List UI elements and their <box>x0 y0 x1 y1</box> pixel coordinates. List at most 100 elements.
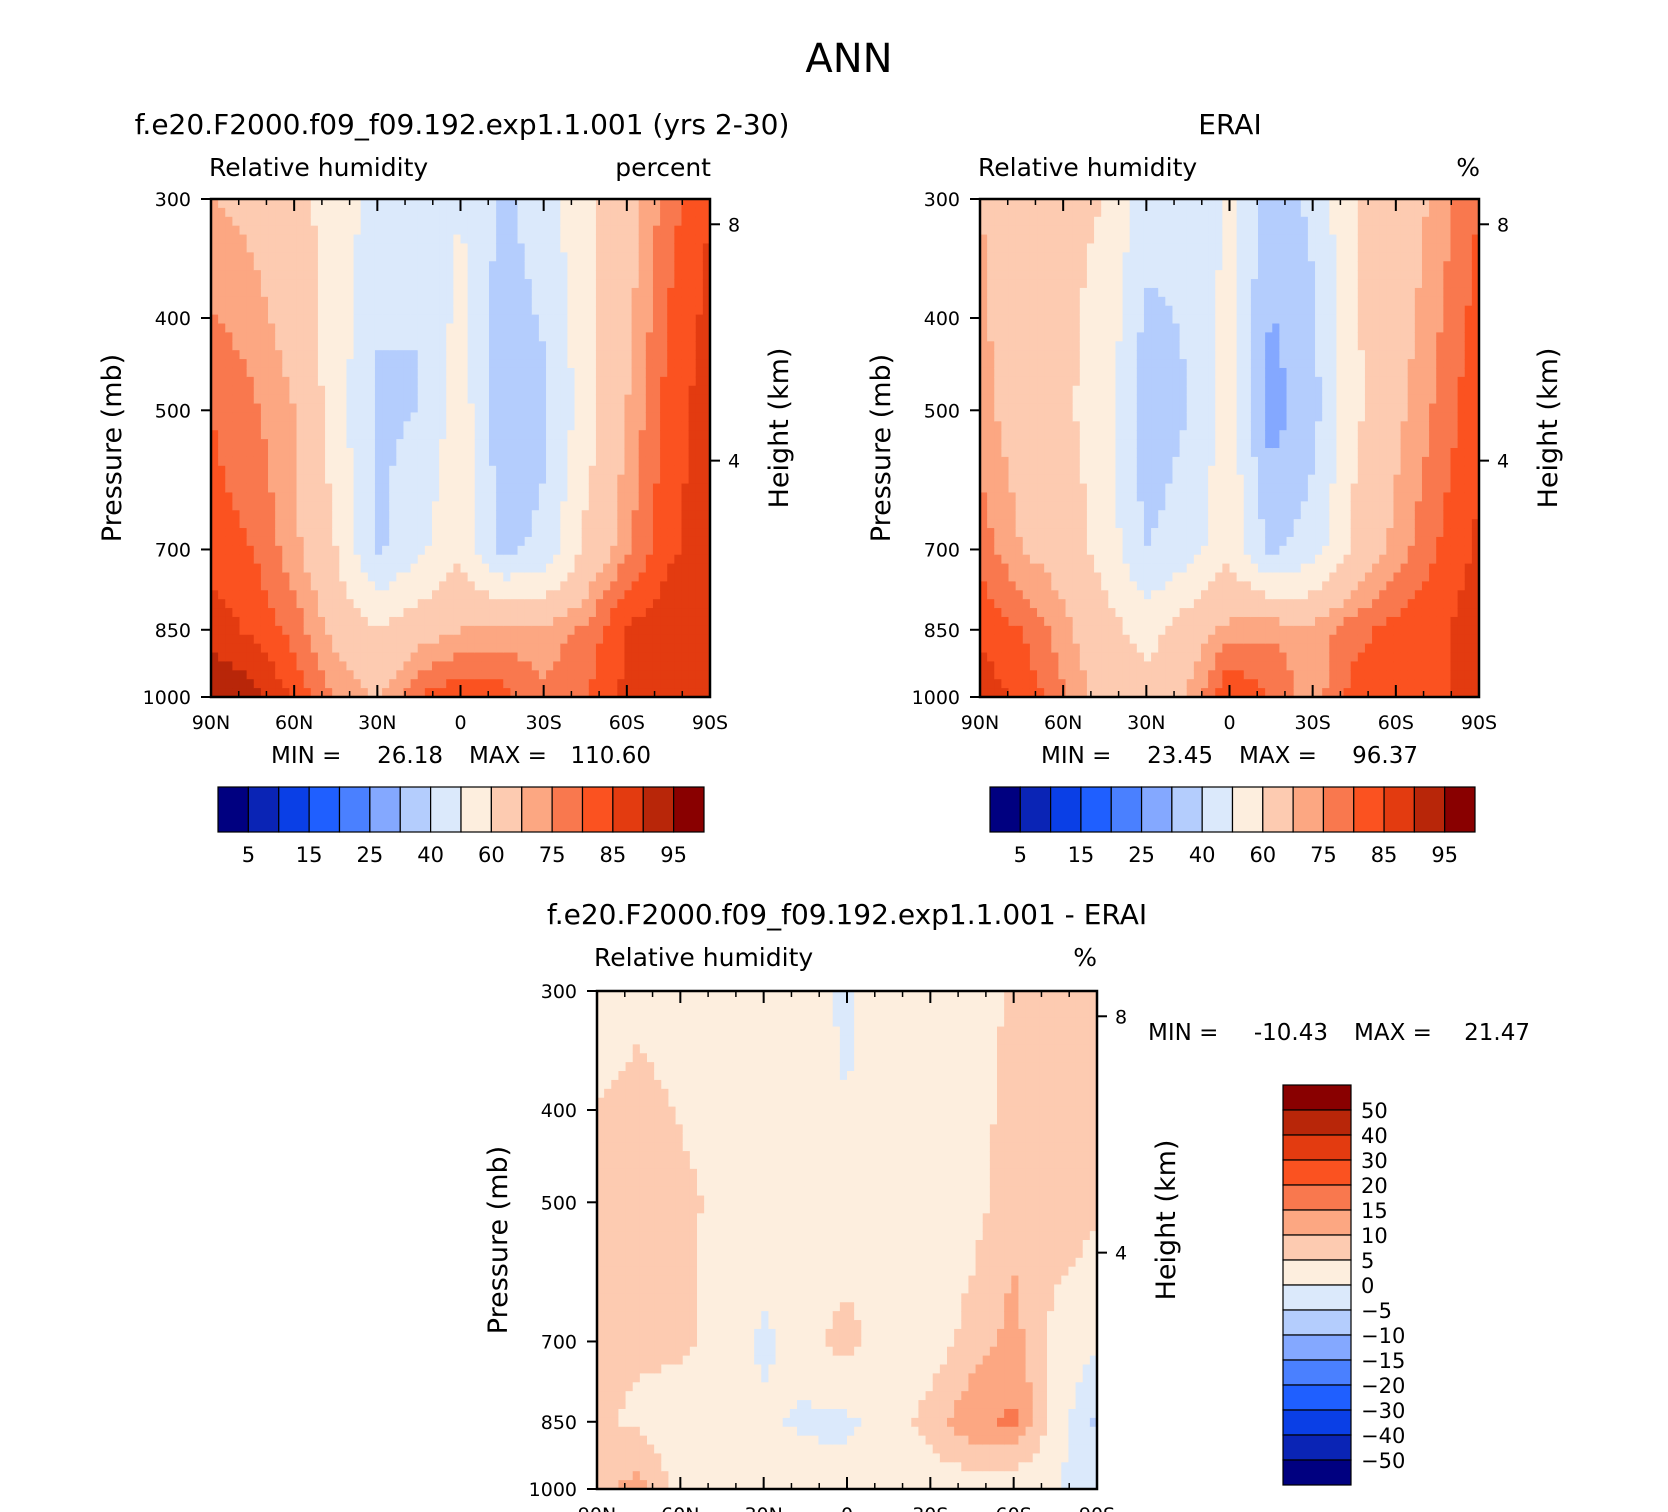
heatmap-cell <box>211 625 219 636</box>
heatmap-cell <box>1044 341 1052 351</box>
heatmap-cell <box>467 448 476 458</box>
heatmap-cell <box>360 332 369 342</box>
heatmap-cell <box>417 510 426 520</box>
heatmap-cell <box>1058 670 1067 680</box>
heatmap-cell <box>645 474 654 485</box>
heatmap-cell <box>460 243 469 253</box>
heatmap-cell <box>260 554 269 565</box>
heatmap-cell <box>1001 207 1010 218</box>
heatmap-cell <box>1058 421 1067 431</box>
heatmap-cell <box>310 501 319 511</box>
heatmap-cell <box>253 439 262 449</box>
heatmap-cell <box>560 536 569 547</box>
heatmap-cell <box>987 608 995 618</box>
heatmap-cell <box>1001 439 1010 449</box>
heatmap-cell <box>553 341 561 351</box>
heatmap-cell <box>1044 261 1052 271</box>
heatmap-cell <box>310 394 319 405</box>
heatmap-cell <box>645 296 654 307</box>
heatmap-cell <box>211 376 219 387</box>
heatmap-cell <box>1051 501 1060 511</box>
heatmap-cell <box>303 403 312 414</box>
heatmap-cell <box>531 296 540 307</box>
heatmap-cell <box>645 483 654 494</box>
heatmap-cell <box>1008 252 1017 262</box>
heatmap-cell <box>524 625 533 636</box>
heatmap-cell <box>567 350 576 360</box>
heatmap-cell <box>496 599 504 609</box>
heatmap-cell <box>360 456 369 467</box>
heatmap-cell <box>1072 643 1081 654</box>
heatmap-cell <box>610 439 618 449</box>
heatmap-cell <box>538 279 547 289</box>
heatmap-cell <box>310 465 319 476</box>
heatmap-cell <box>538 474 547 485</box>
heatmap-cell <box>617 376 626 387</box>
heatmap-cell <box>396 625 405 636</box>
heatmap-cell <box>417 403 426 414</box>
heatmap-cell <box>260 634 269 645</box>
heatmap-cell <box>695 199 704 209</box>
heatmap-cell <box>652 430 661 440</box>
heatmap-cell <box>1065 367 1074 378</box>
heatmap-cell <box>439 563 447 574</box>
heatmap-cell <box>253 625 262 636</box>
heatmap-cell <box>289 216 298 227</box>
heatmap-cell <box>417 225 426 236</box>
heatmap-cell <box>702 572 711 582</box>
heatmap-cell <box>225 608 233 618</box>
heatmap-cell <box>1079 590 1088 600</box>
heatmap-cell <box>396 670 405 680</box>
heatmap-cell <box>481 350 490 360</box>
heatmap-cell <box>595 385 604 396</box>
heatmap-cell <box>688 252 697 262</box>
heatmap-cell <box>410 359 419 369</box>
heatmap-cell <box>253 528 262 538</box>
heatmap-cell <box>1008 599 1017 609</box>
heatmap-cell <box>546 643 554 654</box>
heatmap-cell <box>253 492 262 502</box>
heatmap-cell <box>481 287 490 298</box>
heatmap-cell <box>410 234 419 245</box>
heatmap-cell <box>260 314 269 325</box>
heatmap-cell <box>667 679 675 689</box>
heatmap-cell <box>1037 287 1045 298</box>
heatmap-cell <box>1072 608 1081 618</box>
heatmap-cell <box>417 625 426 636</box>
heatmap-cell <box>1072 492 1081 502</box>
heatmap-cell <box>289 670 298 680</box>
heatmap-cell <box>289 643 298 654</box>
heatmap-cell <box>481 341 490 351</box>
heatmap-cell <box>538 643 547 654</box>
heatmap-cell <box>681 643 690 654</box>
heatmap-cell <box>546 359 554 369</box>
heatmap-cell <box>1037 243 1045 253</box>
heatmap-cell <box>239 501 248 511</box>
heatmap-cell <box>325 234 333 245</box>
heatmap-cell <box>275 679 283 689</box>
heatmap-cell <box>510 252 519 262</box>
heatmap-cell <box>553 296 561 307</box>
heatmap-cell <box>353 519 362 529</box>
heatmap-cell <box>374 625 383 636</box>
heatmap-cell <box>652 679 661 689</box>
heatmap-cell <box>695 314 704 325</box>
heatmap-cell <box>645 670 654 680</box>
heatmap-cell <box>346 679 355 689</box>
heatmap-cell <box>588 367 597 378</box>
heatmap-cell <box>581 287 590 298</box>
heatmap-cell <box>531 216 540 227</box>
heatmap-cell <box>410 261 419 271</box>
colorbar-swatch <box>399 786 432 833</box>
heatmap-cell <box>275 323 283 333</box>
heatmap-cell <box>1022 403 1031 414</box>
heatmap-cell <box>660 616 668 627</box>
heatmap-cell <box>1044 456 1052 467</box>
heatmap-cell <box>1072 341 1081 351</box>
heatmap-cell <box>1029 341 1038 351</box>
heatmap-cell <box>260 563 269 574</box>
heatmap-cell <box>310 287 319 298</box>
heatmap-cell <box>439 296 447 307</box>
heatmap-cell <box>603 252 611 262</box>
heatmap-cell <box>360 483 369 494</box>
